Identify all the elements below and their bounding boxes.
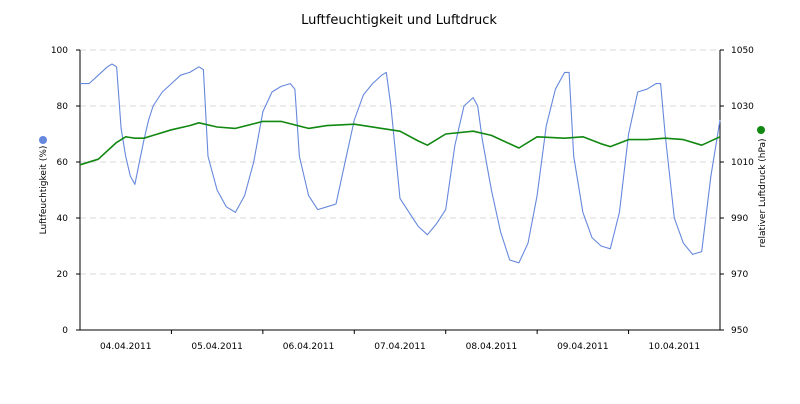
- x-tick-label: 09.04.2011: [557, 342, 609, 352]
- humidity-legend-marker: [39, 136, 47, 144]
- pressure-legend-marker: [757, 126, 765, 134]
- axes: 0 20 40 60 80 100 950 970 990 1010 1030 1050 04.04.2…: [51, 46, 754, 352]
- y-right-tick-label: 1010: [731, 158, 754, 168]
- x-tick-label: 08.04.2011: [466, 342, 518, 352]
- y-right-tick-label: 990: [731, 214, 748, 224]
- y-left-tick-label: 100: [51, 46, 68, 56]
- y-left-tick-label: 80: [57, 102, 69, 112]
- y-right-tick-label: 1050: [731, 46, 754, 56]
- grid-lines: [80, 49, 720, 275]
- x-tick-label: 06.04.2011: [283, 342, 335, 352]
- chart-title: Luftfeuchtigkeit und Luftdruck: [301, 13, 497, 28]
- y-right-tick-label: 950: [731, 326, 748, 336]
- y-right-axis-label: relativer Luftdruck (hPa): [758, 138, 768, 247]
- y-left-tick-label: 40: [57, 214, 69, 224]
- pressure-series-line: [79, 120, 721, 166]
- y-left-tick-label: 20: [57, 270, 69, 280]
- y-left-axis-label: Luftfeuchtigkeit (%): [39, 146, 49, 235]
- x-tick-label: 05.04.2011: [191, 342, 243, 352]
- y-right-tick-label: 970: [731, 270, 748, 280]
- x-tick-label: 04.04.2011: [100, 342, 152, 352]
- humidity-series-line: [80, 63, 721, 264]
- y-right-tick-label: 1030: [731, 102, 754, 112]
- series-layer: [79, 63, 721, 264]
- x-tick-label: 10.04.2011: [649, 342, 701, 352]
- y-left-tick-label: 60: [57, 158, 69, 168]
- y-left-tick-label: 0: [62, 326, 68, 336]
- x-tick-label: 07.04.2011: [374, 342, 426, 352]
